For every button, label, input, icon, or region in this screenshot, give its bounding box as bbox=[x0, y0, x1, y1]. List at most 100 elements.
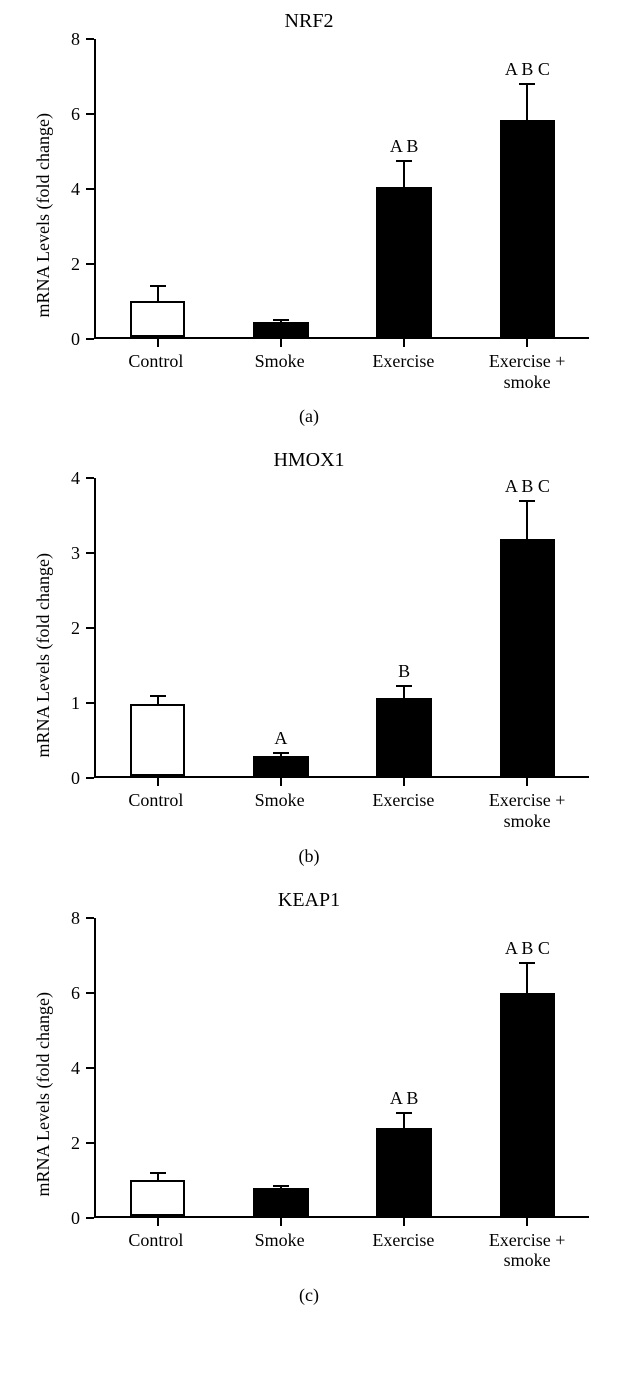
x-tick-label: Exercise +smoke bbox=[465, 778, 589, 831]
error-stem bbox=[157, 696, 159, 704]
y-tick-mark bbox=[86, 992, 94, 994]
y-tick-mark bbox=[86, 552, 94, 554]
bar-slot: A B bbox=[343, 39, 466, 337]
bar-slot: B bbox=[343, 478, 466, 776]
y-tick: 2 bbox=[71, 1134, 94, 1152]
y-axis-label: mRNA Levels (fold change) bbox=[29, 992, 54, 1196]
y-tick-label: 2 bbox=[71, 619, 86, 637]
y-tick-label: 2 bbox=[71, 1134, 86, 1152]
error-stem bbox=[403, 161, 405, 187]
y-tick-mark bbox=[86, 627, 94, 629]
x-tick-label: Exercise bbox=[342, 339, 466, 392]
error-bar bbox=[500, 501, 555, 776]
error-cap bbox=[519, 83, 535, 85]
x-axis: ControlSmokeExerciseExercise +smoke bbox=[94, 1218, 589, 1271]
y-axis: 02468 bbox=[54, 918, 94, 1218]
bar-slot: A bbox=[219, 478, 342, 776]
error-stem bbox=[157, 286, 159, 301]
panel-title: HMOX1 bbox=[29, 449, 589, 472]
plot-area: A BA B C bbox=[94, 39, 589, 339]
y-tick: 8 bbox=[71, 30, 94, 48]
error-stem bbox=[403, 686, 405, 698]
plot-area: A BA B C bbox=[94, 918, 589, 1218]
error-cap bbox=[519, 962, 535, 964]
error-bar bbox=[376, 161, 431, 337]
y-tick-label: 3 bbox=[71, 544, 86, 562]
error-stem bbox=[526, 501, 528, 539]
significance-label: A B bbox=[343, 1088, 466, 1109]
x-tick-label: Smoke bbox=[218, 339, 342, 392]
error-cap bbox=[150, 285, 166, 287]
chart-wrap: mRNA Levels (fold change)01234ABA B CCon… bbox=[29, 478, 589, 831]
y-tick-mark bbox=[86, 1217, 94, 1219]
y-tick: 0 bbox=[71, 769, 94, 787]
chart-body: 02468A BA B CControlSmokeExerciseExercis… bbox=[54, 918, 589, 1271]
subplot-letter: (b) bbox=[29, 846, 589, 867]
error-bar bbox=[253, 320, 308, 337]
error-bar bbox=[130, 696, 185, 776]
y-tick: 1 bbox=[71, 694, 94, 712]
y-tick: 4 bbox=[71, 1059, 94, 1077]
chart-body: 02468A BA B CControlSmokeExerciseExercis… bbox=[54, 39, 589, 392]
chart-wrap: mRNA Levels (fold change)02468A BA B CCo… bbox=[29, 39, 589, 392]
y-tick: 3 bbox=[71, 544, 94, 562]
y-tick-label: 8 bbox=[71, 909, 86, 927]
error-cap bbox=[519, 500, 535, 502]
chart-wrap: mRNA Levels (fold change)02468A BA B CCo… bbox=[29, 918, 589, 1271]
panel-b: HMOX1 mRNA Levels (fold change) 0 1 2 3 4 ABA B… bbox=[29, 449, 589, 878]
error-stem bbox=[157, 1173, 159, 1180]
y-tick-mark bbox=[86, 1067, 94, 1069]
y-tick: 2 bbox=[71, 619, 94, 637]
y-tick: 0 bbox=[71, 330, 94, 348]
error-cap bbox=[150, 695, 166, 697]
error-stem bbox=[526, 84, 528, 120]
panel-c: KEAP1mRNA Levels (fold change)02468A BA … bbox=[29, 889, 589, 1318]
error-bar bbox=[130, 1173, 185, 1215]
y-tick-mark bbox=[86, 1142, 94, 1144]
panel-title: KEAP1 bbox=[29, 889, 589, 912]
y-tick-label: 1 bbox=[71, 694, 86, 712]
x-tick-label: Control bbox=[94, 1218, 218, 1271]
y-axis-label: mRNA Levels (fold change) bbox=[29, 553, 54, 757]
error-cap bbox=[396, 1112, 412, 1114]
plot-row: 02468A BA B C bbox=[54, 918, 589, 1218]
significance-label: A B C bbox=[466, 476, 589, 497]
y-tick: 2 bbox=[71, 255, 94, 273]
error-bar bbox=[130, 286, 185, 337]
bar-slot: A B C bbox=[466, 39, 589, 337]
x-tick-label: Exercise bbox=[342, 778, 466, 831]
x-axis: ControlSmokeExerciseExercise +smoke bbox=[94, 339, 589, 392]
y-tick: 4 bbox=[71, 180, 94, 198]
error-bar bbox=[376, 686, 431, 777]
plot-row: 02468A BA B C bbox=[54, 39, 589, 339]
y-tick-mark bbox=[86, 113, 94, 115]
error-bar bbox=[500, 84, 555, 337]
y-tick-label: 2 bbox=[71, 255, 86, 273]
y-tick-label: 4 bbox=[71, 180, 86, 198]
error-cap bbox=[273, 1185, 289, 1187]
error-bar bbox=[500, 963, 555, 1216]
y-tick-mark bbox=[86, 263, 94, 265]
error-cap bbox=[273, 752, 289, 754]
y-tick: 6 bbox=[71, 105, 94, 123]
bar-slot bbox=[96, 478, 219, 776]
x-tick-label: Control bbox=[94, 339, 218, 392]
y-tick: 6 bbox=[71, 984, 94, 1002]
error-bar bbox=[376, 1113, 431, 1215]
bar-slot: A B C bbox=[466, 478, 589, 776]
y-tick-label: 0 bbox=[71, 769, 86, 787]
y-tick-label: 4 bbox=[71, 469, 86, 487]
y-tick: 8 bbox=[71, 909, 94, 927]
error-bar bbox=[253, 753, 308, 776]
y-tick-label: 8 bbox=[71, 30, 86, 48]
y-tick-label: 6 bbox=[71, 984, 86, 1002]
y-tick-mark bbox=[86, 338, 94, 340]
y-tick-mark bbox=[86, 702, 94, 704]
error-cap bbox=[273, 319, 289, 321]
bar-slot bbox=[219, 918, 342, 1216]
error-cap bbox=[396, 160, 412, 162]
bar-slot bbox=[96, 39, 219, 337]
y-tick: 4 bbox=[71, 469, 94, 487]
error-bar bbox=[253, 1186, 308, 1216]
plot-area: ABA B C bbox=[94, 478, 589, 778]
